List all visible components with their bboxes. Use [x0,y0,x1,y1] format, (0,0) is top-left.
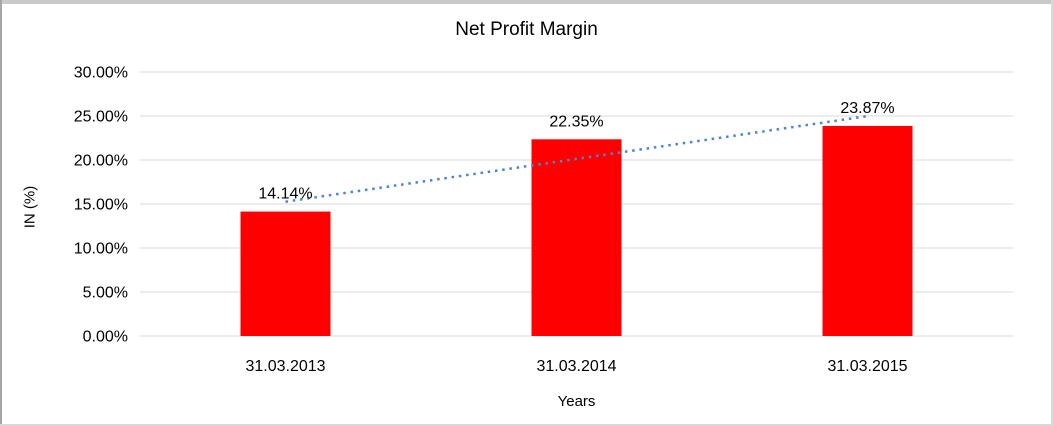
x-axis-category-label: 31.03.2013 [245,358,325,375]
data-labels-group: 14.14% 22.35% 23.87% [258,100,894,203]
frame-border-right [1051,0,1053,426]
bar-31.03.2013 [240,211,331,336]
trendline [285,114,868,203]
y-axis-tick-label: 15.00% [74,197,128,214]
trendline-group [285,114,868,203]
frame-border-top [0,0,1053,4]
x-axis-title: Years [557,393,596,410]
x-axis-tick-labels-group: 31.03.2013 31.03.2014 31.03.2015 [245,358,907,375]
bar-31.03.2014 [531,139,622,336]
chart-title: Net Profit Margin [455,19,598,40]
frame-border-left [0,0,2,426]
y-axis-tick-label: 10.00% [74,241,128,258]
bar-data-label: 23.87% [840,100,894,117]
x-axis-category-label: 31.03.2015 [827,358,907,375]
x-axis-category-label: 31.03.2014 [536,358,616,375]
y-axis-tick-labels-group: 0.00% 5.00% 10.00% 15.00% 20.00% 25.00% 30.00% [74,65,128,346]
y-axis-tick-label: 25.00% [74,109,128,126]
bar-31.03.2015 [822,125,913,336]
bar-data-label: 14.14% [258,186,312,203]
y-axis-tick-label: 30.00% [74,65,128,82]
y-axis-title: IN (%) [21,185,39,229]
y-axis-tick-label: 20.00% [74,153,128,170]
frame-border-bottom [0,424,1053,426]
y-axis-tick-label: 0.00% [83,329,128,346]
bars-group [240,125,913,336]
bar-data-label: 22.35% [549,113,603,130]
y-axis-tick-label: 5.00% [83,285,128,302]
